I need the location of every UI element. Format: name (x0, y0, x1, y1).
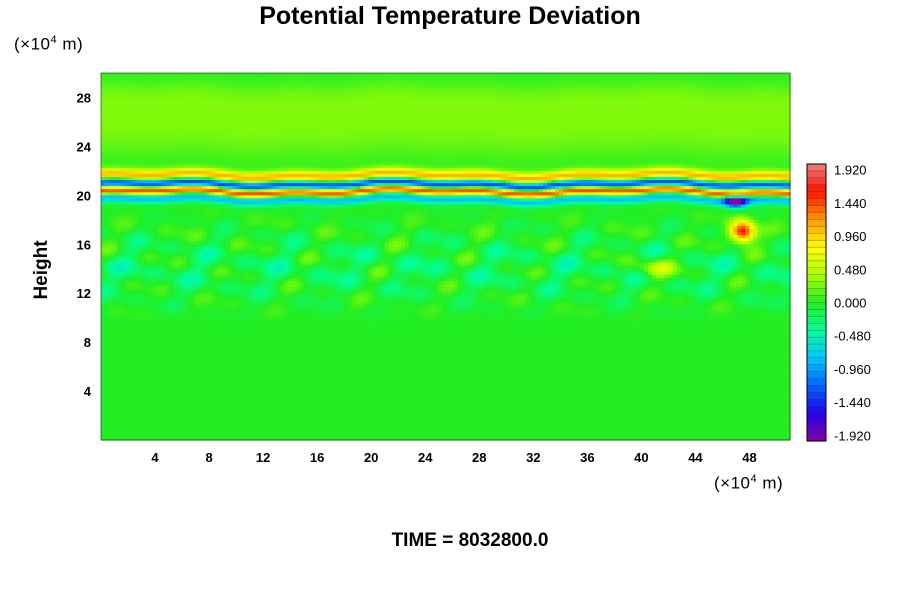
plot-area (101, 73, 791, 441)
